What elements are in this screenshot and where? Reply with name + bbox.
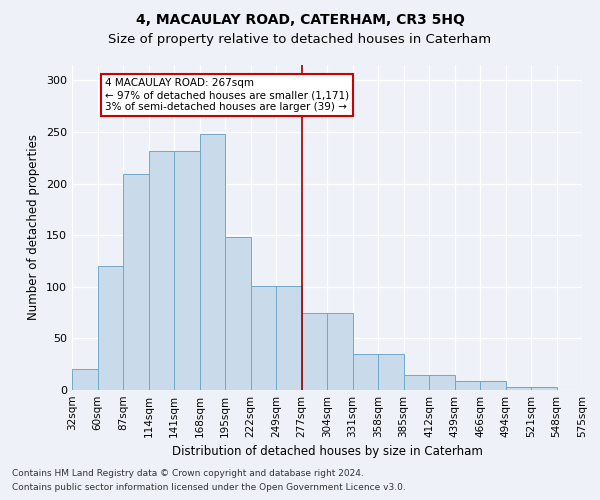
- Bar: [251, 286, 276, 390]
- Y-axis label: Number of detached properties: Number of detached properties: [28, 134, 40, 320]
- Bar: [327, 312, 353, 390]
- Bar: [429, 374, 455, 390]
- Text: 4 MACAULAY ROAD: 267sqm
← 97% of detached houses are smaller (1,171)
3% of semi-: 4 MACAULAY ROAD: 267sqm ← 97% of detache…: [105, 78, 349, 112]
- Bar: [302, 312, 327, 390]
- X-axis label: Distribution of detached houses by size in Caterham: Distribution of detached houses by size …: [172, 446, 482, 458]
- Bar: [72, 370, 97, 390]
- Bar: [225, 238, 251, 390]
- Bar: [455, 380, 480, 390]
- Bar: [199, 134, 225, 390]
- Text: Size of property relative to detached houses in Caterham: Size of property relative to detached ho…: [109, 32, 491, 46]
- Bar: [505, 387, 531, 390]
- Bar: [404, 374, 429, 390]
- Text: Contains HM Land Registry data © Crown copyright and database right 2024.: Contains HM Land Registry data © Crown c…: [12, 468, 364, 477]
- Bar: [123, 174, 149, 390]
- Text: 4, MACAULAY ROAD, CATERHAM, CR3 5HQ: 4, MACAULAY ROAD, CATERHAM, CR3 5HQ: [136, 12, 464, 26]
- Bar: [149, 150, 174, 390]
- Bar: [480, 380, 505, 390]
- Bar: [353, 354, 378, 390]
- Bar: [174, 150, 199, 390]
- Bar: [531, 387, 557, 390]
- Bar: [97, 266, 123, 390]
- Bar: [378, 354, 404, 390]
- Bar: [276, 286, 302, 390]
- Text: Contains public sector information licensed under the Open Government Licence v3: Contains public sector information licen…: [12, 484, 406, 492]
